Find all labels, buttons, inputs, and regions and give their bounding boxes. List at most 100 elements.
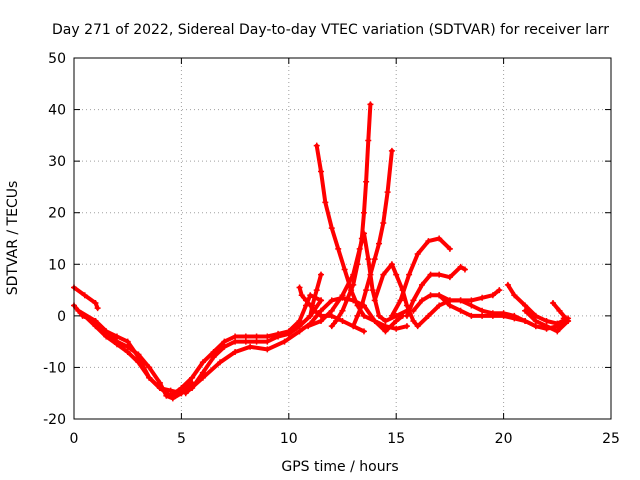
- data-point-marker: [339, 307, 346, 314]
- data-point-marker: [313, 142, 320, 149]
- data-point-marker: [414, 250, 421, 257]
- data-point-marker: [135, 354, 142, 361]
- x-tick-label: 15: [387, 431, 405, 447]
- data-point-marker: [350, 323, 357, 330]
- y-tick-label: 40: [48, 103, 66, 119]
- data-point-marker: [393, 318, 400, 325]
- data-point-marker: [468, 312, 475, 319]
- data-point-marker: [264, 346, 271, 353]
- data-point-marker: [307, 292, 314, 299]
- y-tick-label: 20: [48, 206, 66, 222]
- data-point-marker: [489, 292, 496, 299]
- chart-title: Day 271 of 2022, Sidereal Day-to-day VTE…: [52, 22, 609, 38]
- y-tick-label: 10: [48, 257, 66, 273]
- data-point-marker: [333, 318, 340, 325]
- data-point-marker: [461, 266, 468, 273]
- data-point-marker: [156, 385, 163, 392]
- plot-frame: [73, 57, 612, 420]
- data-point-marker: [446, 297, 453, 304]
- trace-layer: [71, 101, 572, 402]
- data-point-marker: [146, 374, 153, 381]
- data-point-marker: [468, 302, 475, 309]
- data-point-marker: [363, 287, 370, 294]
- data-point-marker: [343, 297, 350, 304]
- data-point-marker: [298, 292, 305, 299]
- data-point-marker: [242, 338, 249, 345]
- data-point-marker: [410, 318, 417, 325]
- data-point-marker: [418, 281, 425, 288]
- data-point-marker: [103, 333, 110, 340]
- data-point-marker: [489, 312, 496, 319]
- data-point-marker: [341, 266, 348, 273]
- data-point-marker: [313, 287, 320, 294]
- data-point-marker: [81, 292, 88, 299]
- y-tick-label: 30: [48, 154, 66, 170]
- data-point-marker: [446, 302, 453, 309]
- data-point-marker: [371, 318, 378, 325]
- data-point-marker: [410, 297, 417, 304]
- data-point-marker: [511, 292, 518, 299]
- data-point-marker: [75, 307, 82, 314]
- data-point-marker: [302, 297, 309, 304]
- data-point-marker: [350, 281, 357, 288]
- data-point-marker: [199, 374, 206, 381]
- data-point-marker: [358, 235, 365, 242]
- data-point-marker: [425, 312, 432, 319]
- data-point-marker: [305, 323, 312, 330]
- satellite-trace-3: [76, 293, 323, 398]
- data-point-marker: [532, 323, 539, 330]
- data-point-marker: [562, 315, 569, 322]
- data-point-marker: [358, 302, 365, 309]
- data-point-marker: [479, 307, 486, 314]
- data-point-marker: [182, 390, 189, 397]
- data-point-marker: [554, 320, 561, 327]
- data-point-marker: [532, 318, 539, 325]
- x-tick-label: 20: [495, 431, 513, 447]
- data-point-marker: [457, 307, 464, 314]
- satellite-trace-14: [411, 288, 502, 313]
- data-point-marker: [199, 359, 206, 366]
- data-point-marker: [318, 297, 325, 304]
- data-point-marker: [199, 369, 206, 376]
- data-point-marker: [388, 147, 395, 154]
- data-point-marker: [339, 318, 346, 325]
- data-point-marker: [217, 359, 224, 366]
- data-point-marker: [479, 312, 486, 319]
- data-point-marker: [369, 287, 376, 294]
- data-point-marker: [393, 325, 400, 332]
- data-point-marker: [511, 315, 518, 322]
- data-point-marker: [318, 307, 325, 314]
- data-point-marker: [479, 294, 486, 301]
- data-point-marker: [124, 338, 131, 345]
- data-point-marker: [210, 354, 217, 361]
- data-point-marker: [427, 292, 434, 299]
- data-point-marker: [221, 343, 228, 350]
- data-point-marker: [328, 323, 335, 330]
- data-point-marker: [135, 359, 142, 366]
- data-point-marker: [522, 307, 529, 314]
- data-point-marker: [427, 271, 434, 278]
- data-point-marker: [436, 235, 443, 242]
- data-point-marker: [92, 323, 99, 330]
- data-point-marker: [232, 348, 239, 355]
- satellite-trace-19: [308, 272, 323, 318]
- data-point-marker: [124, 348, 131, 355]
- data-point-marker: [322, 199, 329, 206]
- data-point-marker: [296, 318, 303, 325]
- data-point-marker: [318, 271, 325, 278]
- data-point-marker: [556, 307, 563, 314]
- data-point-marker: [532, 312, 539, 319]
- data-point-marker: [367, 271, 374, 278]
- data-point-marker: [457, 297, 464, 304]
- data-point-marker: [146, 364, 153, 371]
- data-point-marker: [275, 333, 282, 340]
- x-tick-label: 5: [177, 431, 186, 447]
- data-point-marker: [468, 297, 475, 304]
- data-point-marker: [296, 328, 303, 335]
- data-point-marker: [281, 338, 288, 345]
- data-point-marker: [380, 271, 387, 278]
- data-point-marker: [365, 256, 372, 263]
- data-point-marker: [382, 318, 389, 325]
- data-point-marker: [354, 312, 361, 319]
